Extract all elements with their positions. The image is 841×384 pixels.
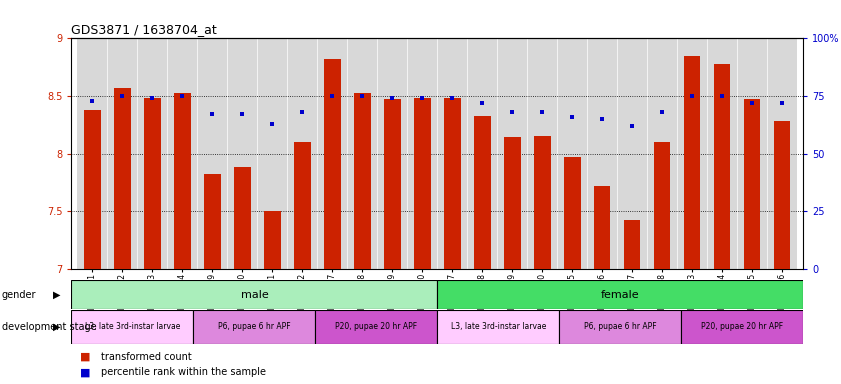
Bar <box>654 142 670 269</box>
Bar <box>288 38 317 269</box>
Bar <box>264 211 281 269</box>
Bar <box>144 98 161 269</box>
Bar <box>559 310 681 344</box>
Text: P20, pupae 20 hr APF: P20, pupae 20 hr APF <box>336 322 417 331</box>
Text: gender: gender <box>2 290 36 300</box>
Bar <box>198 38 227 269</box>
Text: GDS3871 / 1638704_at: GDS3871 / 1638704_at <box>71 23 217 36</box>
Bar <box>624 220 641 269</box>
Bar <box>414 98 431 269</box>
Bar <box>77 38 108 269</box>
Bar <box>558 38 587 269</box>
Bar <box>497 38 527 269</box>
Bar <box>444 98 461 269</box>
Bar <box>648 38 677 269</box>
Text: P20, pupae 20 hr APF: P20, pupae 20 hr APF <box>701 322 783 331</box>
Text: percentile rank within the sample: percentile rank within the sample <box>101 367 266 377</box>
Text: male: male <box>241 290 268 300</box>
Bar <box>347 38 378 269</box>
Bar <box>84 110 101 269</box>
Bar <box>677 38 707 269</box>
Text: transformed count: transformed count <box>101 352 192 362</box>
Bar <box>774 121 791 269</box>
Text: ■: ■ <box>80 352 90 362</box>
Text: ■: ■ <box>80 367 90 377</box>
Bar <box>617 38 648 269</box>
Bar <box>378 38 407 269</box>
Text: P6, pupae 6 hr APF: P6, pupae 6 hr APF <box>584 322 657 331</box>
Bar <box>315 310 437 344</box>
Bar <box>714 64 731 269</box>
Bar <box>437 310 559 344</box>
Bar <box>534 136 551 269</box>
Bar <box>384 99 400 269</box>
Text: L3, late 3rd-instar larvae: L3, late 3rd-instar larvae <box>85 322 180 331</box>
Bar <box>587 38 617 269</box>
Bar <box>71 280 437 309</box>
Bar <box>137 38 167 269</box>
Bar <box>767 38 797 269</box>
Bar <box>564 157 580 269</box>
Bar <box>437 38 468 269</box>
Bar <box>527 38 558 269</box>
Bar <box>707 38 738 269</box>
Bar <box>744 99 760 269</box>
Bar <box>437 280 803 309</box>
Bar <box>317 38 347 269</box>
Bar <box>193 310 315 344</box>
Bar <box>257 38 288 269</box>
Bar <box>738 38 767 269</box>
Bar <box>167 38 198 269</box>
Bar <box>468 38 497 269</box>
Bar <box>474 116 490 269</box>
Bar <box>354 93 371 269</box>
Bar <box>114 88 130 269</box>
Bar <box>594 186 611 269</box>
Text: ▶: ▶ <box>53 322 61 332</box>
Bar <box>407 38 437 269</box>
Bar <box>227 38 257 269</box>
Bar <box>174 93 191 269</box>
Bar <box>681 310 803 344</box>
Bar <box>234 167 251 269</box>
Text: development stage: development stage <box>2 322 97 332</box>
Text: L3, late 3rd-instar larvae: L3, late 3rd-instar larvae <box>451 322 546 331</box>
Bar <box>71 310 193 344</box>
Bar <box>504 137 521 269</box>
Text: P6, pupae 6 hr APF: P6, pupae 6 hr APF <box>218 322 291 331</box>
Bar <box>684 56 701 269</box>
Bar <box>324 59 341 269</box>
Text: ▶: ▶ <box>53 290 61 300</box>
Bar <box>294 142 310 269</box>
Bar <box>204 174 220 269</box>
Text: female: female <box>601 290 639 300</box>
Bar <box>108 38 137 269</box>
